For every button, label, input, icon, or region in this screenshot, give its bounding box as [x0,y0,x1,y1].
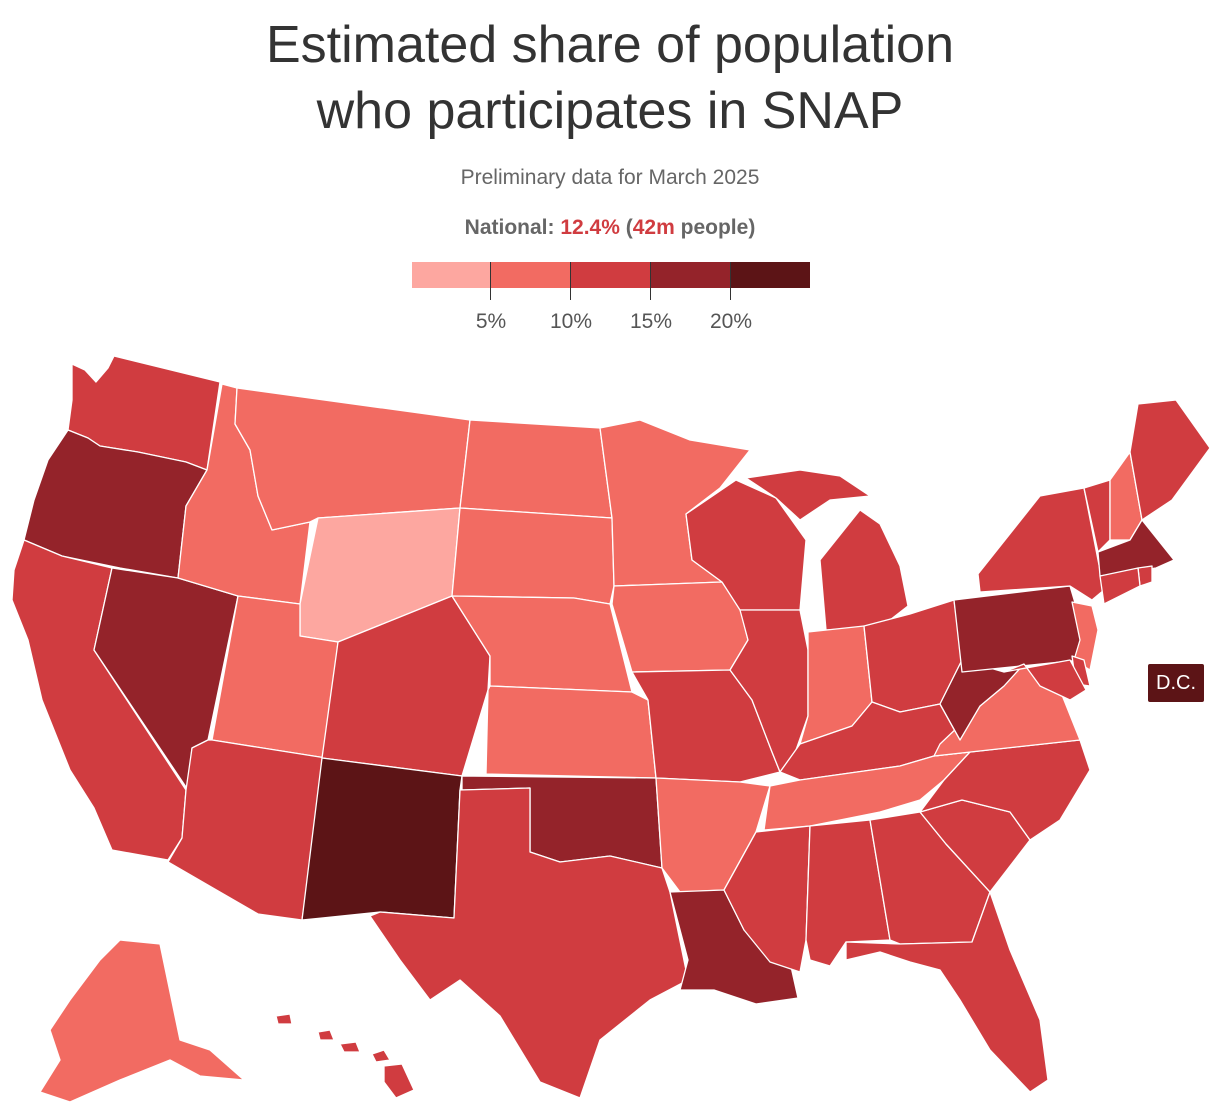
state-ct[interactable] [1099,567,1141,605]
chart-title: Estimated share of population who partic… [0,12,1220,144]
chart-subtitle: Preliminary data for March 2025 [460,166,760,189]
legend-tick-label-4: 20% [709,310,753,333]
state-mt[interactable] [234,387,471,531]
us-choropleth-map [11,355,1211,1103]
title-line-1: Estimated share of population [266,16,954,74]
legend-swatch-5 [731,262,810,288]
legend-tick-1 [490,262,491,300]
national-count: 42m [632,216,675,239]
legend-swatch-3 [571,262,651,288]
state-nc[interactable] [919,739,1091,841]
state-ia[interactable] [611,581,749,673]
legend-tick-4 [730,262,731,300]
states-layer [11,355,1211,1103]
legend-tick-2 [570,262,571,300]
state-hi[interactable] [275,1013,415,1099]
legend-tick-label-1: 5% [475,310,507,333]
legend-tick-3 [650,262,651,300]
national-label: National: [464,216,555,239]
state-ak[interactable] [39,939,245,1103]
state-tx[interactable] [369,787,689,1099]
state-sd[interactable] [451,507,615,605]
state-nd[interactable] [459,419,613,519]
title-line-2: who participates in SNAP [316,82,904,140]
state-fl[interactable] [845,891,1049,1093]
legend-tick-label-3: 15% [629,310,673,333]
national-share: 12.4% [560,216,620,239]
state-md[interactable] [1003,659,1087,701]
state-nj[interactable] [1071,601,1099,671]
state-nm[interactable] [301,757,463,921]
legend-swatch-2 [491,262,571,288]
dc-badge[interactable]: D.C. [1148,664,1204,702]
legend-swatch-1 [412,262,491,288]
color-legend [412,262,810,288]
state-me[interactable] [1129,399,1211,521]
national-paren-open: ( [625,216,633,239]
state-az[interactable] [167,739,327,921]
national-paren-close: ) [748,216,756,239]
state-ks[interactable] [485,685,657,779]
legend-swatch-4 [651,262,731,288]
state-ny[interactable] [977,487,1105,601]
national-summary: National: 12.4% (42m people) [0,216,1220,240]
legend-tick-label-2: 10% [549,310,593,333]
national-people: people [680,216,749,239]
state-pa[interactable] [953,585,1087,673]
